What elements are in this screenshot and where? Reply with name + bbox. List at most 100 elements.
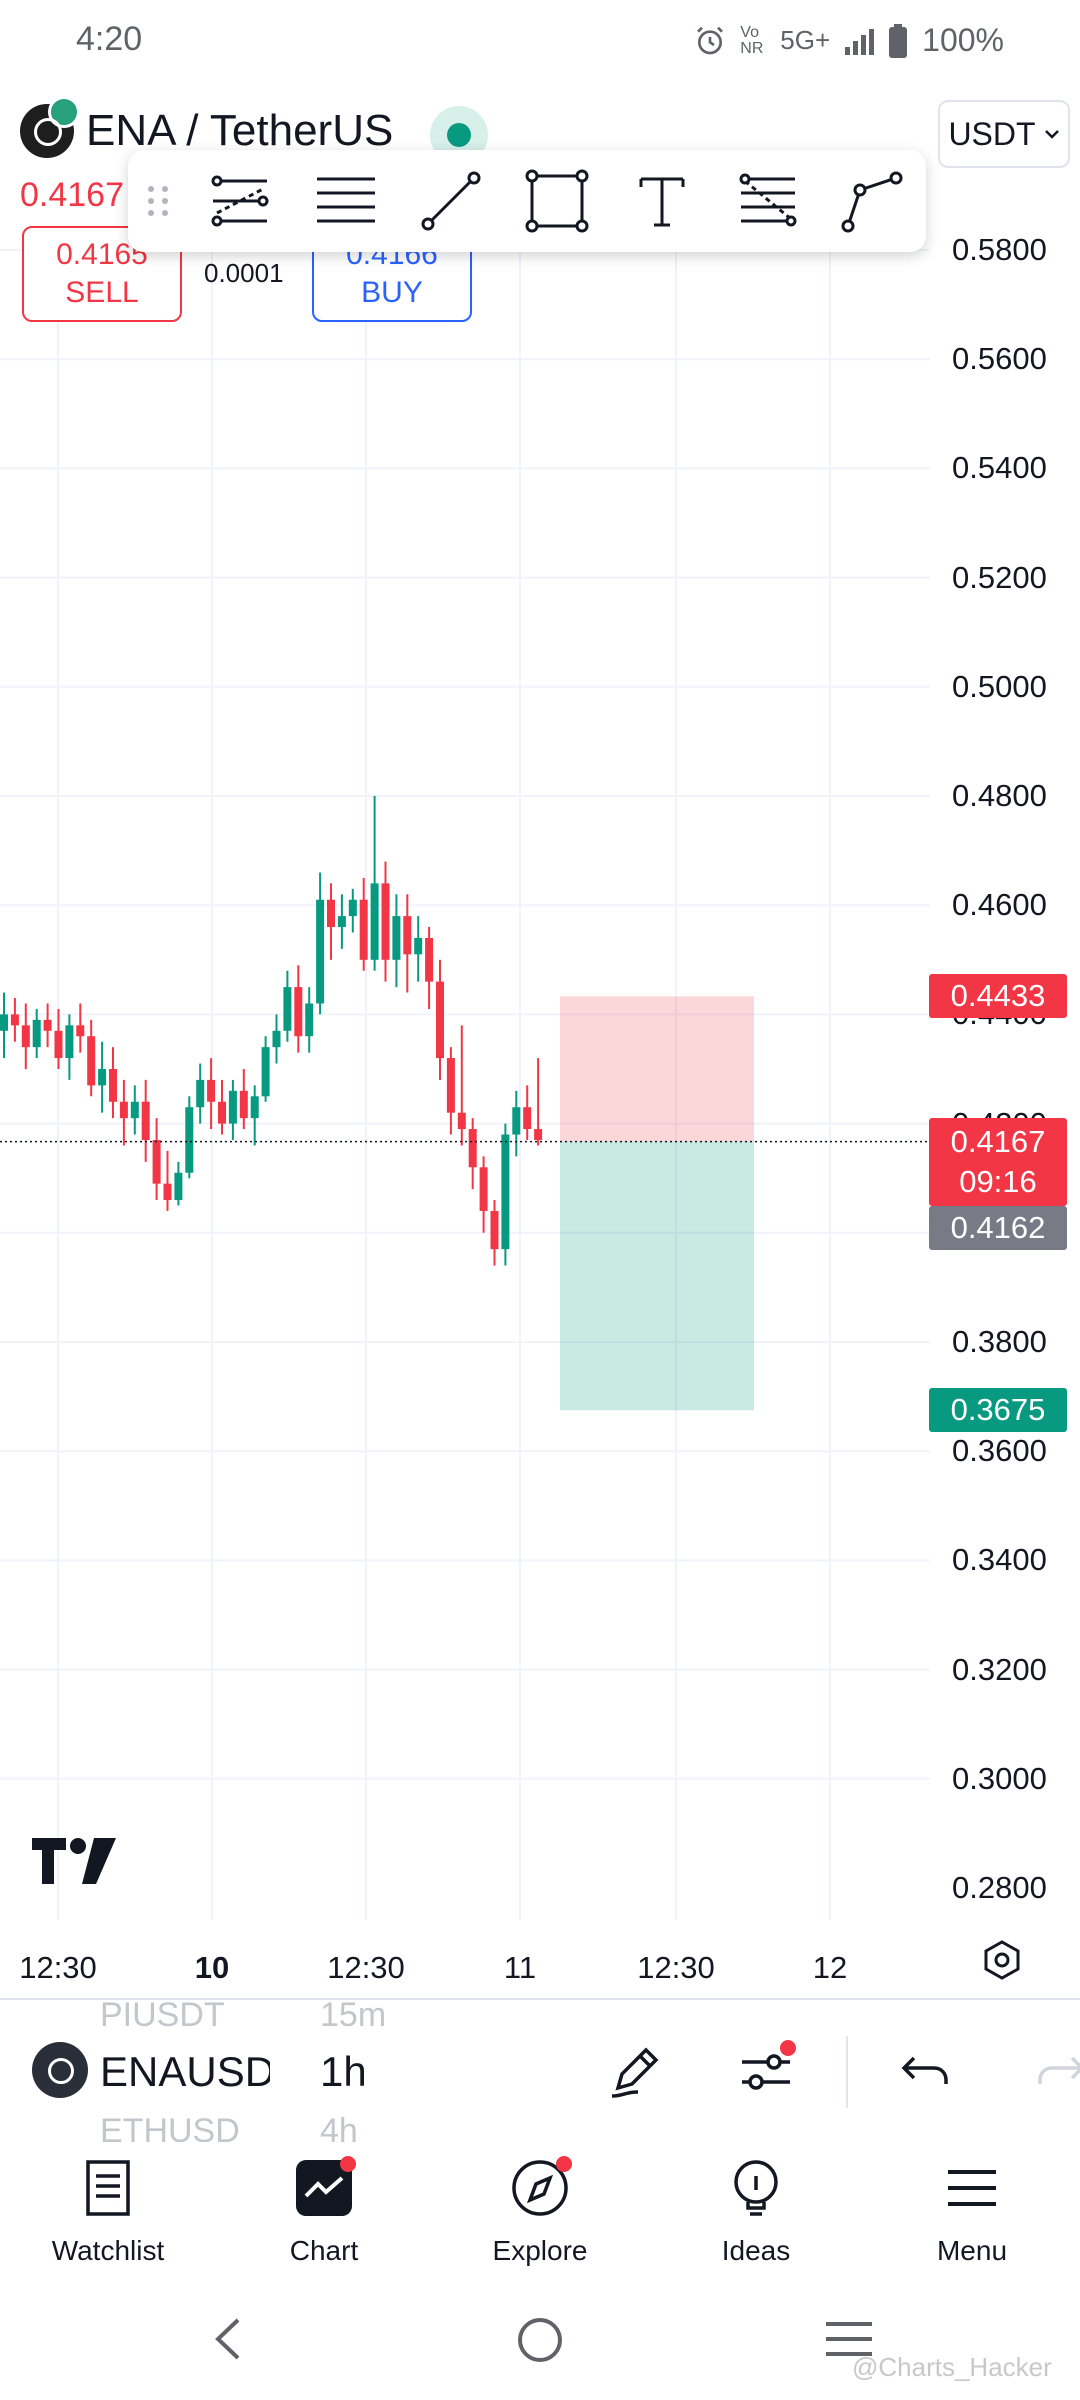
notification-dot (340, 2156, 356, 2172)
nav-watchlist[interactable]: Watchlist (8, 2156, 208, 2286)
nav-explore[interactable]: Explore (440, 2156, 640, 2286)
candle (32, 1019, 41, 1048)
time-axis-label: 12:30 (19, 1950, 97, 1985)
candle (305, 1003, 314, 1037)
symbol-title[interactable]: ENA / TetherUS (86, 106, 394, 155)
candle (446, 1058, 455, 1113)
recents-icon[interactable] (822, 2314, 876, 2364)
nav-ideas[interactable]: Ideas (656, 2156, 856, 2286)
indicators-icon[interactable] (734, 2040, 798, 2104)
system-navigation (0, 2282, 1080, 2400)
drawing-toolbar (128, 150, 926, 252)
candle (65, 1025, 74, 1059)
candle (43, 1019, 52, 1031)
candle (370, 883, 379, 960)
spread-value: 0.0001 (204, 258, 284, 288)
price-axis-label: 0.2800 (952, 1870, 1047, 1905)
nav-chart[interactable]: Chart (224, 2156, 424, 2286)
nav-menu[interactable]: Menu (872, 2156, 1072, 2286)
status-bar: 4:20 Vo NR 5G+ 100% (0, 0, 1080, 84)
candle (152, 1139, 161, 1184)
lightbulb-icon (734, 2160, 778, 2216)
nav-label: Chart (289, 2235, 359, 2266)
tradingview-logo-icon[interactable] (32, 1838, 116, 1884)
time-axis[interactable]: 12:30 10 12:30 11 12:30 12 (0, 1930, 1080, 2000)
candle (392, 916, 401, 960)
candle (185, 1107, 194, 1173)
candle (327, 899, 335, 928)
candle (436, 981, 444, 1059)
nav-label: Menu (936, 2235, 1008, 2266)
home-icon[interactable] (514, 2314, 566, 2366)
redo-icon[interactable] (1030, 2040, 1080, 2104)
bid-price-tag: 0.4162 (929, 1206, 1067, 1250)
chevron-down-icon (1044, 130, 1059, 139)
candle (490, 1210, 499, 1250)
price-axis-label: 0.3800 (952, 1324, 1047, 1359)
alarm-icon (697, 26, 724, 54)
watermark: @Charts_Hacker (852, 2352, 1052, 2382)
watchlist-icon (86, 2160, 130, 2216)
candle (359, 899, 368, 960)
price-axis-label: 0.3200 (952, 1651, 1047, 1687)
candle (501, 1134, 510, 1250)
time-axis-label: 12:30 (637, 1950, 715, 1985)
candle (272, 1030, 281, 1048)
status-time: 4:20 (76, 20, 143, 58)
candle (228, 1090, 237, 1124)
bottom-navigation: Watchlist Chart Explore Ideas Menu (0, 2142, 1080, 2282)
symbol-picker[interactable]: ENAUSD (100, 2048, 270, 2095)
path-icon[interactable] (821, 150, 926, 252)
status-icons: Vo NR 5G+ 100% (694, 22, 1004, 59)
pitchfork-icon[interactable] (188, 150, 293, 252)
candle (479, 1167, 488, 1211)
fib-retracement-icon[interactable] (715, 150, 820, 252)
currency-selector[interactable]: USDT (938, 100, 1070, 168)
take-profit-zone (560, 1141, 754, 1411)
ena-logo-icon (32, 2042, 88, 2098)
candle (218, 1101, 226, 1124)
time-axis-label: 10 (194, 1950, 230, 1985)
currency-label: USDT (948, 115, 1036, 152)
undo-icon[interactable] (892, 2040, 956, 2104)
candle (207, 1079, 216, 1102)
sell-label: SELL (65, 276, 139, 309)
pen-icon[interactable] (604, 2040, 668, 2104)
candle (250, 1096, 259, 1119)
candle (98, 1069, 107, 1086)
parallel-channel-icon[interactable] (293, 150, 398, 252)
price-axis-label: 0.5200 (952, 559, 1047, 595)
candle (119, 1101, 128, 1119)
time-axis-label: 12 (812, 1950, 848, 1985)
nav-label: Explore (492, 2235, 588, 2266)
candle (163, 1183, 172, 1201)
candle-countdown: 09:16 (959, 1164, 1037, 1199)
drag-handle-icon[interactable] (128, 150, 188, 252)
nav-label: Watchlist (51, 2235, 165, 2266)
candle (468, 1129, 477, 1168)
price-axis-label: 0.5400 (952, 450, 1047, 486)
candle (534, 1129, 543, 1140)
interval-picker[interactable]: 1h (320, 2048, 367, 2095)
candle (414, 937, 423, 955)
candle (21, 1025, 30, 1048)
price-axis-label: 0.5000 (952, 668, 1047, 704)
signal-icon (845, 28, 875, 55)
battery-icon (889, 23, 908, 58)
last-price: 0.4167 (20, 176, 124, 214)
rectangle-icon[interactable] (504, 150, 609, 252)
ena-logo-icon (20, 96, 80, 158)
candle (141, 1101, 150, 1140)
text-icon[interactable] (610, 150, 715, 252)
trend-line-icon[interactable] (399, 150, 504, 252)
price-chart[interactable] (0, 240, 930, 1920)
candle (425, 937, 434, 982)
battery-percent: 100% (922, 22, 1004, 58)
candle (196, 1079, 205, 1108)
candle (239, 1090, 248, 1119)
back-icon[interactable] (206, 2314, 250, 2364)
candle (348, 899, 357, 917)
symbol-header[interactable]: ENA / TetherUS (20, 96, 394, 158)
prev-symbol: PIUSDT (100, 1998, 225, 2034)
chart-settings-gear-icon[interactable] (980, 1938, 1024, 1982)
